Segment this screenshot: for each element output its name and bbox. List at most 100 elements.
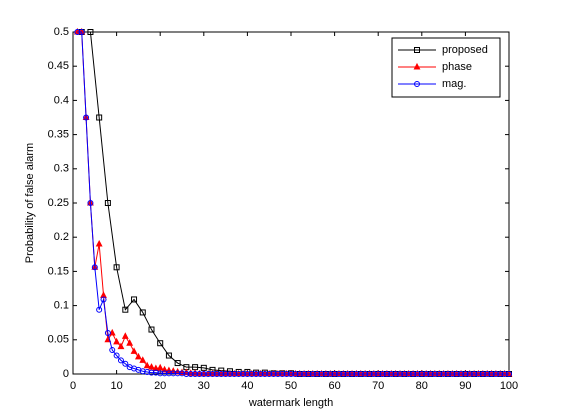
marker [148, 326, 155, 333]
marker [440, 371, 447, 377]
marker [327, 371, 334, 377]
marker [78, 29, 85, 35]
marker [157, 340, 164, 347]
marker [126, 339, 134, 346]
marker [96, 114, 103, 121]
x-tick-label: 90 [459, 380, 471, 392]
marker [187, 371, 194, 377]
marker [209, 371, 216, 377]
marker [414, 371, 421, 377]
marker [379, 371, 386, 377]
marker [270, 371, 277, 377]
marker [95, 239, 103, 247]
marker [113, 352, 120, 359]
marker [261, 371, 268, 377]
marker [288, 371, 294, 377]
marker [492, 371, 499, 377]
marker [113, 264, 120, 271]
marker [226, 371, 233, 377]
marker [244, 371, 251, 377]
marker [218, 371, 225, 377]
marker [74, 29, 81, 35]
y-tick-label: 0 [63, 368, 69, 380]
y-tick-label: 0.1 [54, 300, 69, 312]
legend-label: proposed [442, 44, 488, 56]
marker [357, 371, 364, 377]
y-tick-label: 0.4 [54, 94, 69, 106]
marker [335, 371, 342, 377]
marker [506, 371, 512, 377]
marker [96, 306, 103, 313]
marker [318, 371, 325, 377]
marker [139, 368, 146, 375]
marker [240, 371, 247, 377]
x-axis-label: watermark length [248, 397, 333, 409]
marker [253, 371, 260, 377]
marker [213, 371, 220, 377]
x-tick-label: 100 [500, 380, 518, 392]
marker [410, 371, 417, 377]
marker [161, 370, 168, 377]
marker [279, 371, 286, 377]
marker [109, 347, 116, 354]
y-tick-label: 0.05 [48, 334, 69, 346]
marker [235, 371, 242, 377]
marker [157, 370, 164, 377]
marker [414, 47, 420, 53]
marker [104, 200, 111, 206]
marker [117, 357, 124, 364]
marker [196, 371, 203, 377]
marker [349, 371, 356, 377]
marker [340, 371, 347, 377]
marker [156, 363, 164, 371]
marker [179, 370, 185, 377]
marker [497, 371, 504, 377]
marker [165, 352, 172, 359]
marker [165, 370, 172, 377]
x-tick-label: 70 [372, 380, 384, 392]
x-tick-label: 10 [110, 380, 122, 392]
x-tick-label: 60 [328, 380, 340, 392]
marker [134, 352, 142, 360]
marker [414, 81, 420, 87]
legend: proposed phase mag. [391, 37, 501, 98]
marker [122, 306, 129, 313]
marker [117, 342, 125, 350]
marker [205, 371, 212, 377]
marker [301, 371, 308, 377]
marker [266, 371, 273, 377]
marker [405, 371, 412, 377]
marker [366, 371, 373, 377]
marker [222, 371, 229, 377]
x-tick-label: 40 [241, 380, 253, 392]
marker [488, 371, 495, 377]
marker [296, 371, 303, 377]
marker [401, 371, 408, 377]
x-tick-label: 50 [285, 380, 297, 392]
marker [501, 371, 508, 377]
marker [436, 371, 443, 377]
marker [143, 361, 151, 369]
marker [383, 371, 390, 377]
legend-label: mag. [442, 78, 466, 90]
marker [183, 371, 190, 377]
marker [121, 332, 129, 339]
marker [423, 371, 430, 377]
marker [174, 360, 181, 367]
marker [392, 371, 399, 377]
marker [388, 371, 395, 377]
marker [152, 369, 159, 376]
marker [458, 371, 465, 377]
marker [83, 114, 90, 121]
marker [87, 200, 94, 206]
marker [370, 371, 377, 377]
marker [139, 309, 146, 316]
marker [174, 370, 181, 377]
marker [444, 371, 451, 377]
legend-label: phase [442, 61, 472, 73]
marker [200, 371, 207, 377]
marker [449, 371, 456, 377]
marker [431, 371, 438, 377]
y-tick-label: 0.15 [48, 265, 69, 277]
